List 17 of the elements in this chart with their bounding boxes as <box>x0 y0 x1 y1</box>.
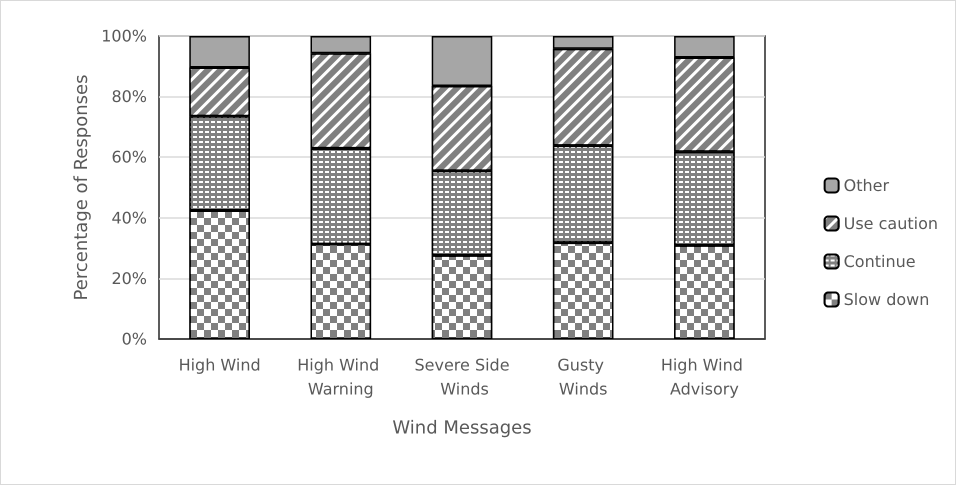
legend-label: Use caution <box>844 214 938 233</box>
y-tick-label: 20% <box>111 268 147 288</box>
legend-label: Continue <box>844 252 916 271</box>
y-tick-label: 0% <box>122 330 147 348</box>
x-axis-title: Wind Messages <box>392 418 532 438</box>
x-tick-label: High Wind <box>178 356 261 374</box>
y-axis-title: Percentage of Responses <box>70 74 92 300</box>
x-tick-label: High Wind Warning <box>297 356 384 398</box>
x-tick-label: Gusty Winds <box>557 356 610 398</box>
legend-label: Slow down <box>844 290 930 309</box>
y-tick-label: 60% <box>111 148 147 167</box>
legend-label: Other <box>844 176 890 195</box>
x-tick-label: Severe Side Winds <box>414 356 510 398</box>
y-tick-label: 100% <box>101 26 147 46</box>
y-tick-label: 40% <box>111 208 147 228</box>
y-tick-label: 80% <box>111 87 147 106</box>
x-tick-label: High Wind Advisory <box>660 356 748 398</box>
